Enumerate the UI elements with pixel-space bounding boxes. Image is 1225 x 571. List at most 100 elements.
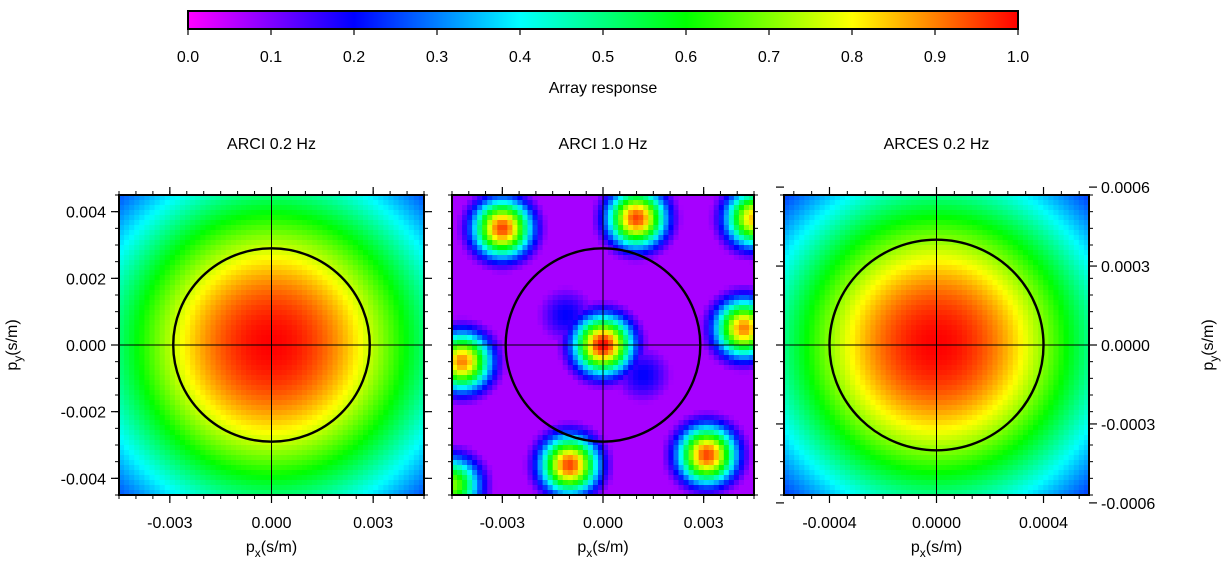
heatmap-cell — [307, 305, 313, 311]
heatmap-cell — [261, 225, 268, 231]
x-axis-label: px(s/m) — [246, 539, 297, 560]
heatmap-cell — [383, 465, 390, 471]
heatmap-cell — [592, 250, 599, 256]
heatmap-cell — [408, 325, 415, 331]
heatmap-cell — [332, 410, 339, 416]
heatmap-cell — [241, 420, 247, 426]
heatmap-cell — [134, 435, 140, 441]
heatmap-cell — [174, 485, 181, 491]
heatmap-cell — [718, 250, 725, 256]
heatmap-cell — [266, 350, 273, 356]
heatmap-cell — [124, 200, 130, 206]
heatmap-cell — [246, 290, 252, 296]
heatmap-cell — [577, 225, 584, 231]
heatmap-cell — [567, 260, 574, 266]
heatmap-cell — [266, 445, 273, 451]
heatmap-cell — [246, 455, 252, 461]
heatmap-cell — [327, 475, 334, 481]
heatmap-cell — [322, 255, 329, 261]
heatmap-cell — [190, 320, 196, 326]
heatmap-cell — [235, 420, 242, 426]
heatmap-cell — [572, 195, 579, 201]
heatmap-cell — [296, 305, 303, 311]
heatmap-cell — [235, 465, 242, 471]
heatmap-cell — [185, 205, 191, 211]
heatmap-cell — [256, 430, 262, 436]
heatmap-cell — [174, 285, 181, 291]
heatmap-cell — [373, 450, 379, 456]
heatmap-cell — [154, 310, 161, 316]
heatmap-cell — [352, 355, 359, 361]
heatmap-cell — [597, 255, 604, 261]
heatmap-cell — [185, 230, 191, 236]
heatmap-cell — [327, 300, 334, 306]
heatmap-cell — [180, 255, 186, 261]
heatmap-cell — [169, 315, 176, 321]
heatmap-cell — [408, 205, 415, 211]
heatmap-cell — [413, 255, 420, 261]
heatmap-cell — [190, 430, 196, 436]
heatmap-cell — [291, 350, 298, 356]
heatmap-cell — [587, 255, 594, 261]
heatmap-cell — [393, 490, 400, 496]
heatmap-cell — [648, 200, 654, 206]
heatmap-cell — [728, 255, 735, 261]
heatmap-cell — [547, 195, 554, 201]
heatmap-cell — [337, 240, 344, 246]
heatmap-cell — [733, 230, 740, 236]
heatmap-cell — [388, 305, 395, 311]
heatmap-cell — [261, 435, 268, 441]
heatmap-cell — [398, 205, 405, 211]
heatmap-cell — [597, 205, 604, 211]
heatmap-cell — [497, 210, 503, 216]
heatmap-cell — [537, 205, 544, 211]
heatmap-cell — [317, 330, 323, 336]
heatmap-cell — [368, 325, 374, 331]
heatmap-cell — [582, 200, 589, 206]
heatmap-cell — [352, 245, 359, 251]
heatmap-cell — [215, 490, 222, 496]
heatmap-cell — [164, 475, 171, 481]
heatmap-cell — [738, 255, 745, 261]
heatmap-cell — [261, 340, 268, 346]
heatmap-cell — [230, 320, 237, 326]
heatmap-cell — [388, 390, 395, 396]
heatmap-cell — [281, 465, 288, 471]
heatmap-cell — [159, 330, 166, 336]
heatmap-cell — [352, 420, 359, 426]
heatmap-cell — [256, 260, 262, 266]
heatmap-cell — [276, 455, 283, 461]
heatmap-cell — [291, 295, 298, 301]
heatmap-cell — [205, 280, 212, 286]
heatmap-cell — [398, 195, 405, 201]
heatmap-cell — [703, 230, 710, 236]
heatmap-cell — [271, 280, 278, 286]
heatmap-cell — [195, 435, 201, 441]
heatmap-cell — [164, 410, 171, 416]
heatmap-cell — [251, 215, 257, 221]
heatmap-cell — [482, 265, 488, 271]
heatmap-cell — [532, 250, 539, 256]
heatmap-cell — [200, 450, 207, 456]
heatmap-cell — [608, 205, 614, 211]
heatmap-cell — [235, 490, 242, 496]
heatmap-cell — [557, 225, 564, 231]
heatmap-cell — [129, 375, 135, 381]
heatmap-cell — [129, 270, 135, 276]
heatmap-cell — [352, 395, 359, 401]
heatmap-cell — [230, 400, 237, 406]
heatmap-cell — [378, 355, 384, 361]
heatmap-cell — [748, 245, 755, 251]
heatmap-cell — [683, 245, 690, 251]
heatmap-cell — [230, 315, 237, 321]
heatmap-cell — [653, 275, 659, 281]
heatmap-cell — [215, 320, 222, 326]
heatmap-cell — [698, 240, 705, 246]
heatmap-cell — [532, 240, 539, 246]
heatmap-cell — [271, 230, 278, 236]
heatmap-cell — [169, 435, 176, 441]
heatmap-cell — [129, 240, 135, 246]
heatmap-cell — [215, 230, 222, 236]
heatmap-cell — [472, 245, 478, 251]
heatmap-cell — [119, 315, 125, 321]
